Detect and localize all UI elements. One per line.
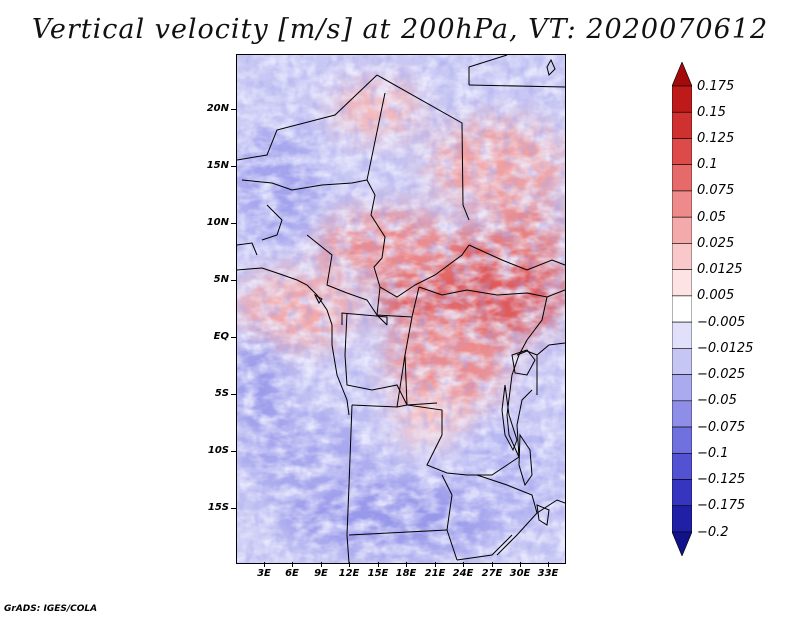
lat-label: EQ <box>213 331 229 342</box>
lon-tick <box>520 562 521 567</box>
lon-label: 12E <box>338 568 360 579</box>
lat-label: 10N <box>206 217 229 228</box>
colorbar-label: 0.05 <box>697 209 726 225</box>
colorbar-segment <box>672 348 692 375</box>
colorbar-segment <box>672 138 692 166</box>
colorbar-segment <box>672 216 692 244</box>
colorbar-segment <box>672 111 692 139</box>
map-frame <box>236 54 566 564</box>
colorbar-segment <box>672 452 692 480</box>
lat-label: 5N <box>213 274 229 285</box>
colorbar-label: −0.2 <box>697 524 729 540</box>
colorbar <box>672 62 692 556</box>
colorbar-segment <box>672 505 692 533</box>
lat-tick <box>231 451 236 452</box>
lat-tick <box>231 394 236 395</box>
colorbar-label: 0.125 <box>697 130 735 146</box>
colorbar-label: 0.075 <box>697 183 735 199</box>
colorbar-label: 0.15 <box>697 104 726 120</box>
lon-tick <box>548 562 549 567</box>
lon-label: 24E <box>452 568 474 579</box>
colorbar-segment <box>672 85 692 113</box>
lon-label: 33E <box>537 568 559 579</box>
colorbar-segment <box>672 190 692 218</box>
lon-tick <box>349 562 350 567</box>
map-panel: 20N 15N 10N 5N EQ 5S 10S 15S 3E 6E 9E 12… <box>207 54 566 579</box>
colorbar-segment <box>672 321 692 349</box>
lon-tick <box>321 562 322 567</box>
lat-label: 5S <box>214 388 229 399</box>
colorbar-label: −0.1 <box>697 445 729 461</box>
lon-tick <box>378 562 379 567</box>
lon-label: 15E <box>367 568 389 579</box>
lon-tick <box>492 562 493 567</box>
lon-label: 9E <box>314 568 328 579</box>
colorbar-label: 0.025 <box>697 235 735 251</box>
lon-tick <box>463 562 464 567</box>
colorbar-segment <box>672 426 692 454</box>
colorbar-label: −0.075 <box>697 419 746 435</box>
lon-label: 6E <box>285 568 299 579</box>
colorbar-label: −0.125 <box>697 472 746 488</box>
lon-label: 18E <box>395 568 417 579</box>
lon-label: 21E <box>424 568 446 579</box>
lon-label: 27E <box>481 568 503 579</box>
lat-label: 20N <box>206 103 229 114</box>
colorbar-segment <box>672 164 692 192</box>
colorbar-segment <box>672 374 692 402</box>
lon-tick <box>435 562 436 567</box>
lat-tick <box>231 508 236 509</box>
colorbar-bottom-arrow <box>672 531 692 556</box>
colorbar-label: −0.025 <box>697 367 746 383</box>
lat-tick <box>231 223 236 224</box>
lat-label: 10S <box>207 445 229 456</box>
lakes <box>313 58 556 526</box>
lon-tick <box>292 562 293 567</box>
lat-tick <box>231 337 236 338</box>
colorbar-label: 0.175 <box>697 78 735 94</box>
colorbar-label: 0.005 <box>697 288 735 304</box>
chart-title: Vertical velocity [m/s] at 200hPa, VT: 2… <box>31 14 769 45</box>
lat-tick <box>231 109 236 110</box>
colorbar-label: −0.0125 <box>697 340 754 356</box>
velocity-field <box>237 55 565 563</box>
country-borders <box>237 55 565 563</box>
colorbar-label: 0.0125 <box>697 262 743 278</box>
lat-tick <box>231 280 236 281</box>
colorbar-top-arrow <box>672 62 692 87</box>
colorbar-segment <box>672 269 692 297</box>
lat-tick <box>231 166 236 167</box>
lat-label: 15S <box>207 502 229 513</box>
colorbar-label: 0.1 <box>697 157 718 173</box>
lat-label: 15N <box>206 160 229 171</box>
lon-tick <box>406 562 407 567</box>
colorbar-label: −0.175 <box>697 498 746 514</box>
colorbar-label: −0.005 <box>697 314 746 330</box>
colorbar-label: −0.05 <box>697 393 737 409</box>
credit-text: GrADS: IGES/COLA <box>4 604 98 614</box>
lon-label: 3E <box>257 568 271 579</box>
lon-tick <box>264 562 265 567</box>
lon-label: 30E <box>509 568 531 579</box>
colorbar-segment <box>672 479 692 507</box>
colorbar-segment <box>672 400 692 428</box>
colorbar-segment <box>672 295 692 323</box>
colorbar-segment <box>672 243 692 270</box>
